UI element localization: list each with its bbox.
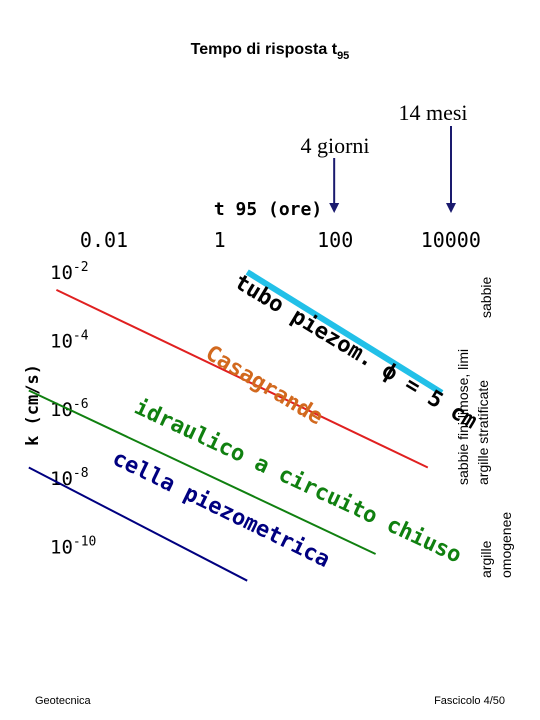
x-axis-label: t 95 (ore) bbox=[214, 199, 322, 220]
y-tick-base: 10 bbox=[50, 331, 73, 353]
annotation-14-mesi: 14 mesi bbox=[398, 100, 467, 125]
y-tick-exponent: -4 bbox=[73, 329, 89, 344]
footer-left: Geotecnica bbox=[35, 695, 92, 707]
annotation-4-giorni: 4 giorni bbox=[300, 133, 369, 158]
y-tick-exponent: -10 bbox=[73, 534, 96, 549]
soil-label-sabbie-fini: sabbie fini limose, limi bbox=[455, 349, 471, 485]
x-tick-label: 100 bbox=[317, 228, 353, 252]
y-tick-base: 10 bbox=[50, 262, 73, 284]
series-label-casagrande: Casagrande bbox=[201, 341, 327, 431]
soil-label-argille-stratificate: argille stratificate bbox=[475, 380, 491, 485]
y-tick-exponent: -6 bbox=[73, 397, 89, 412]
series-line-0 bbox=[245, 269, 444, 396]
footer-right: Fascicolo 4/50 bbox=[434, 695, 505, 707]
page-title-subscript: 95 bbox=[337, 50, 349, 62]
page-title: Tempo di risposta t95 bbox=[191, 41, 350, 62]
y-tick-exponent: -2 bbox=[73, 260, 89, 275]
series-lines bbox=[28, 269, 444, 582]
y-axis-label: k (cm/s) bbox=[23, 364, 43, 446]
arrow-head bbox=[329, 203, 340, 213]
annotation-arrows bbox=[329, 126, 457, 213]
series-label-cella: cella piezometrica bbox=[108, 446, 333, 573]
x-tick-label: 1 bbox=[214, 228, 226, 252]
y-tick-base: 10 bbox=[50, 468, 73, 490]
series-line-3 bbox=[28, 466, 248, 582]
y-tick-labels: 10-210-410-610-810-10 bbox=[50, 260, 96, 558]
y-tick-label: 10-2 bbox=[50, 260, 89, 284]
soil-label-omogenee: omogenee bbox=[498, 512, 514, 578]
y-tick-label: 10-4 bbox=[50, 329, 89, 353]
soil-type-labels: sabbie sabbie fini limose, limi argille … bbox=[455, 277, 514, 578]
series-line-2 bbox=[28, 389, 377, 555]
soil-label-argille: argille bbox=[478, 540, 494, 578]
y-tick-exponent: -8 bbox=[73, 466, 89, 481]
y-tick-base: 10 bbox=[50, 399, 73, 421]
y-tick-label: 10-6 bbox=[50, 397, 89, 421]
soil-label-sabbie: sabbie bbox=[478, 277, 494, 318]
x-tick-label: 0.01 bbox=[80, 228, 128, 252]
series-labels: tubo piezom. ϕ = 5 cm Casagrande idrauli… bbox=[108, 270, 481, 573]
x-tick-labels: 0.01 1 100 10000 bbox=[80, 228, 481, 252]
y-tick-label: 10-10 bbox=[50, 534, 96, 558]
arrow-head bbox=[446, 203, 457, 213]
y-tick-label: 10-8 bbox=[50, 466, 89, 490]
y-tick-base: 10 bbox=[50, 536, 73, 558]
page-title-text: Tempo di risposta t bbox=[191, 41, 338, 58]
series-label-tubo: tubo piezom. ϕ = 5 cm bbox=[230, 270, 481, 435]
series-line-1 bbox=[55, 288, 429, 469]
x-tick-label: 10000 bbox=[421, 228, 481, 252]
